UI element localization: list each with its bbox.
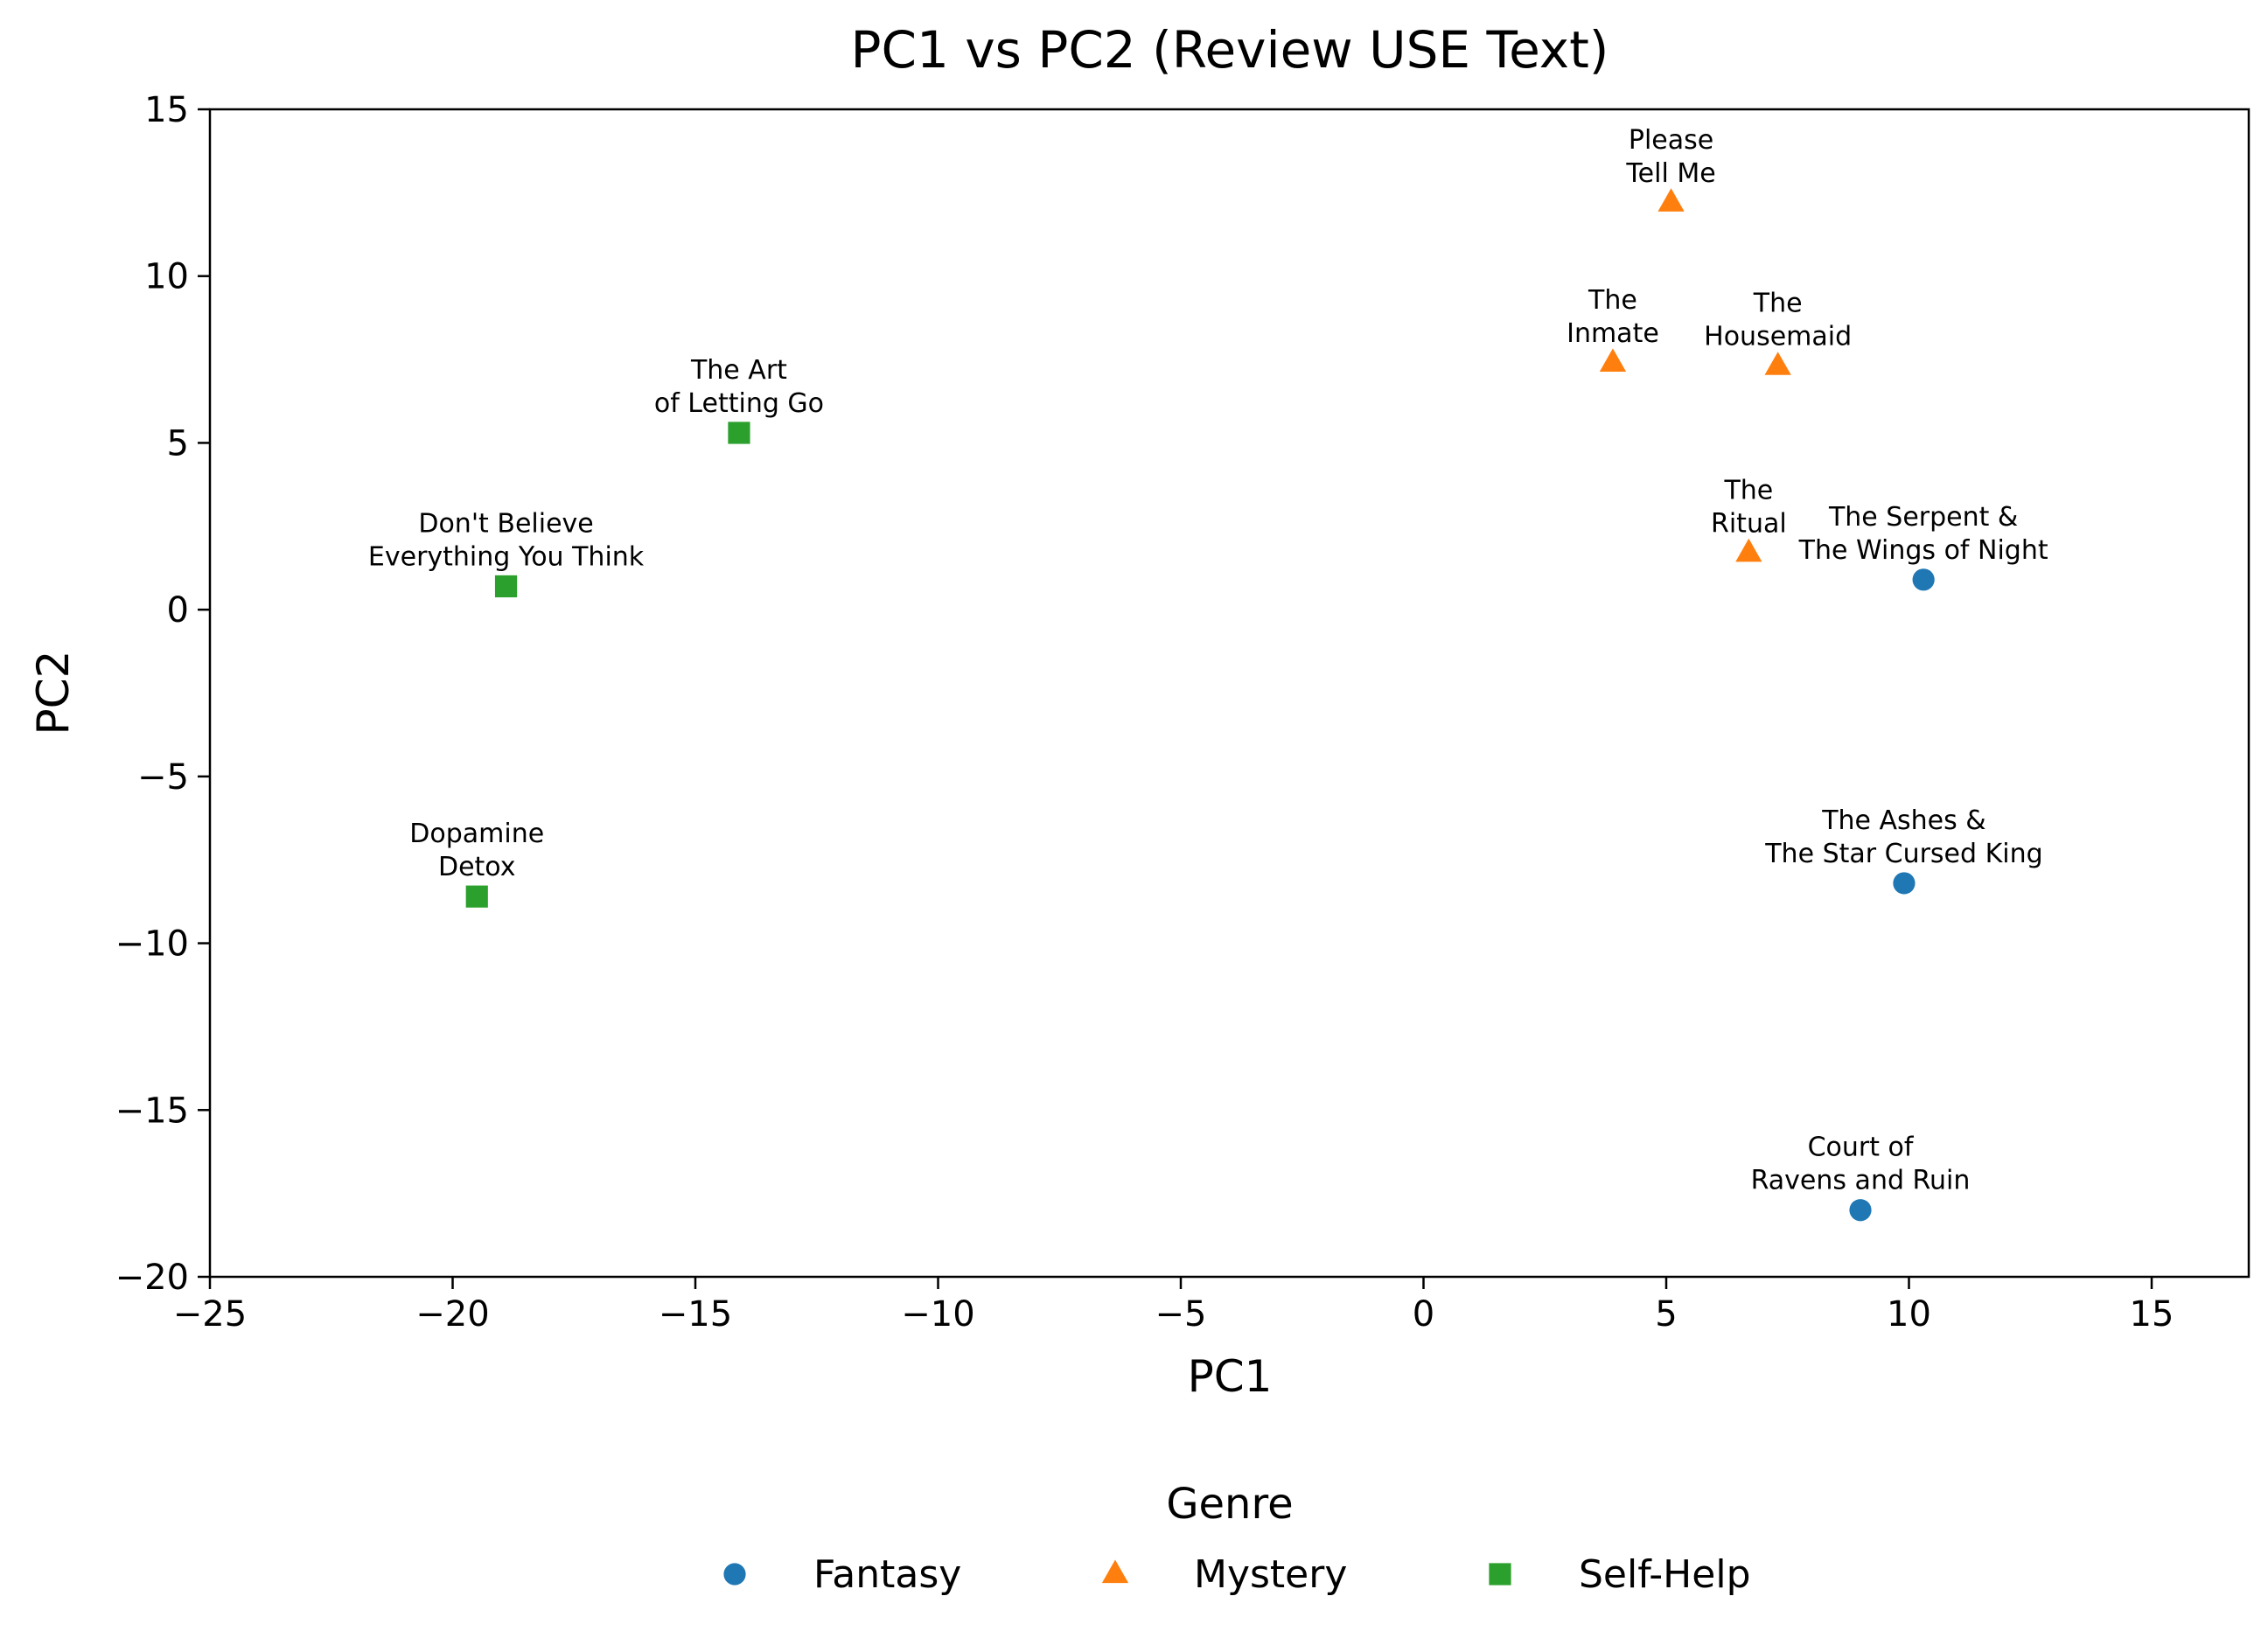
point-label: The Art of Letting Go <box>654 355 824 419</box>
point-label: Don't Believe Everything You Think <box>368 508 645 572</box>
plot-frame <box>208 108 2251 1279</box>
y-tick-label: 0 <box>167 590 189 631</box>
point-label-line: Court of <box>1808 1133 1915 1163</box>
self-help-point <box>465 885 488 908</box>
legend-label: Mystery <box>1194 1552 1347 1597</box>
legend-label: Self-Help <box>1579 1552 1751 1597</box>
fantasy-point <box>1849 1199 1872 1222</box>
point-label-line: Detox <box>438 852 516 882</box>
point-label-line: Ritual <box>1711 508 1787 539</box>
legend-marker-circle <box>723 1563 746 1586</box>
legend-marker-triangle <box>1101 1559 1129 1584</box>
point-label-line: The Serpent & <box>1828 502 2018 533</box>
x-tick-label: −15 <box>659 1294 732 1335</box>
point-label-line: Please <box>1629 125 1713 156</box>
x-axis: −25 −20 −15 −10 −5 0 5 10 15 <box>173 1277 2174 1335</box>
point-label: The Inmate <box>1567 285 1659 349</box>
y-tick-label: 10 <box>144 257 189 297</box>
point-label: The Serpent & The Wings of Night <box>1798 502 2048 566</box>
x-tick-label: 10 <box>1887 1294 1931 1335</box>
y-tick-label: −20 <box>115 1258 189 1298</box>
point-label-line: Housemaid <box>1704 322 1852 352</box>
point-label-line: Don't Believe <box>418 508 593 539</box>
x-tick-label: −20 <box>415 1294 489 1335</box>
legend: Genre Fantasy Mystery Self-Help <box>723 1480 1751 1597</box>
mystery-point <box>1764 352 1791 375</box>
chart-title: PC1 vs PC2 (Review USE Text) <box>851 20 1609 80</box>
point-label: Dopamine Detox <box>409 819 544 882</box>
y-tick-label: 15 <box>144 90 189 130</box>
y-tick-label: −15 <box>115 1091 189 1131</box>
y-tick-label: 5 <box>167 423 189 464</box>
point-label-line: Tell Me <box>1625 158 1715 189</box>
point-label-line: The Art <box>690 355 787 386</box>
x-axis-label: PC1 <box>1188 1351 1273 1402</box>
point-label-line: The Ashes & <box>1821 805 1986 836</box>
point-label-line: The <box>1723 475 1773 505</box>
legend-marker-square <box>1489 1563 1511 1586</box>
series-self-help: The Art of Letting Go Don't Believe Everyth… <box>368 355 824 908</box>
self-help-point <box>728 422 750 444</box>
x-tick-label: −5 <box>1155 1294 1207 1335</box>
mystery-point <box>1599 348 1627 372</box>
point-label: Court of Ravens and Ruin <box>1751 1133 1971 1196</box>
x-tick-label: −10 <box>901 1294 974 1335</box>
legend-title: Genre <box>1166 1480 1293 1529</box>
x-tick-label: −25 <box>173 1294 247 1335</box>
y-axis: −20 −15 −10 −5 0 5 10 15 <box>115 90 210 1298</box>
point-label-line: The <box>1588 285 1637 316</box>
point-label-line: Inmate <box>1567 318 1659 349</box>
legend-label: Fantasy <box>813 1552 961 1597</box>
plot-area: The Serpent & The Wings of Night The Ashes… <box>368 125 2048 1222</box>
y-tick-label: −10 <box>115 924 189 965</box>
fantasy-point <box>1912 568 1935 591</box>
point-label-line: The Star Cursed King <box>1764 839 2042 869</box>
point-label-line: Everything You Think <box>368 541 645 572</box>
point-label-line: The <box>1753 289 1803 319</box>
mystery-point <box>1735 538 1762 562</box>
point-label: Please Tell Me <box>1625 125 1715 189</box>
point-label-line: Ravens and Ruin <box>1751 1166 1971 1196</box>
mystery-point <box>1657 188 1685 212</box>
point-label-line: The Wings of Night <box>1798 535 2048 566</box>
legend-item-self-help: Self-Help <box>1489 1552 1751 1597</box>
point-label: The Housemaid <box>1704 289 1852 352</box>
series-fantasy: The Serpent & The Wings of Night The Ashes… <box>1751 502 2048 1222</box>
fantasy-point <box>1893 872 1916 895</box>
x-tick-label: 0 <box>1413 1294 1434 1335</box>
x-tick-label: 5 <box>1655 1294 1677 1335</box>
point-label-line: of Letting Go <box>654 388 824 419</box>
self-help-point <box>494 575 518 598</box>
y-axis-label: PC2 <box>28 651 79 735</box>
point-label: The Ritual <box>1711 475 1787 539</box>
y-tick-label: −5 <box>137 757 189 798</box>
point-label: The Ashes & The Star Cursed King <box>1764 805 2042 869</box>
x-tick-label: 15 <box>2130 1294 2174 1335</box>
point-label-line: Dopamine <box>409 819 544 849</box>
legend-item-mystery: Mystery <box>1101 1552 1347 1597</box>
legend-item-fantasy: Fantasy <box>723 1552 961 1597</box>
